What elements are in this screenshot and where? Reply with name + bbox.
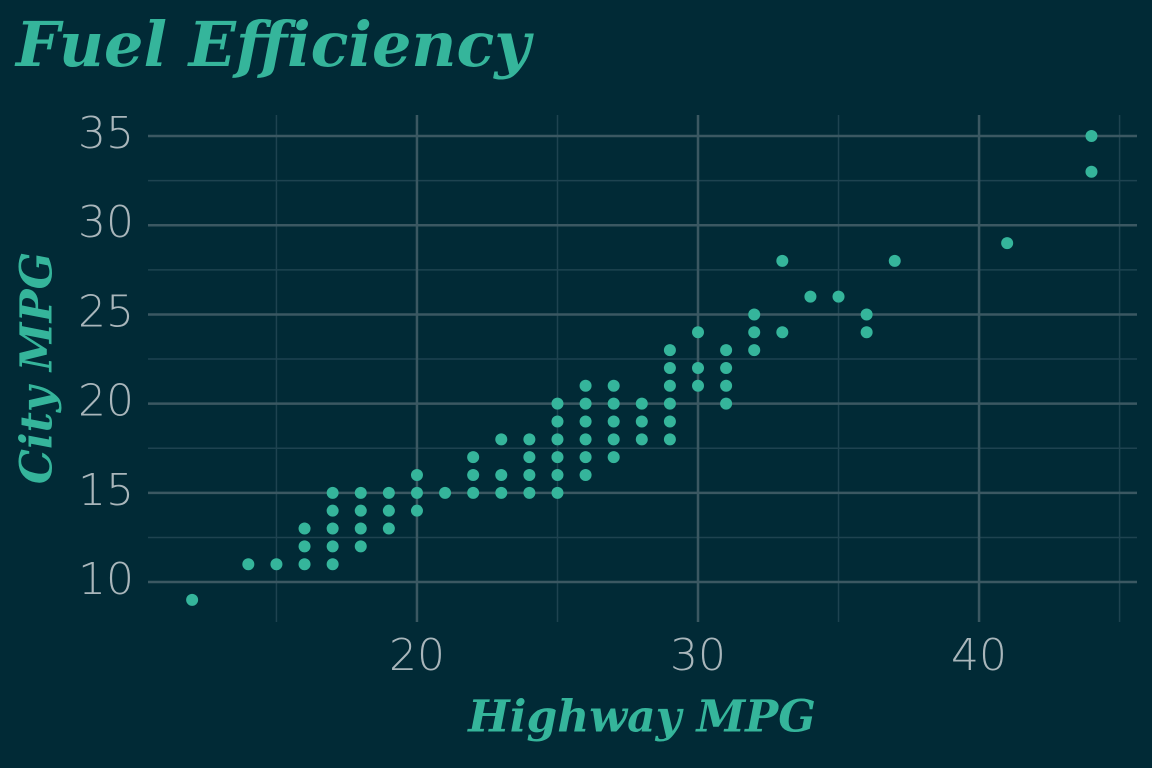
point	[1085, 165, 1098, 178]
point	[776, 326, 789, 339]
point	[720, 361, 733, 374]
point	[495, 433, 508, 446]
point	[551, 469, 564, 482]
point	[382, 522, 395, 535]
point	[579, 415, 592, 428]
point	[439, 486, 452, 499]
point	[326, 504, 339, 517]
point	[720, 397, 733, 410]
point	[523, 451, 536, 464]
point	[607, 379, 620, 392]
point	[410, 486, 423, 499]
point	[663, 361, 676, 374]
point	[748, 326, 761, 339]
y-tick-label: 30	[78, 197, 134, 248]
point	[523, 433, 536, 446]
point	[635, 433, 648, 446]
point	[410, 504, 423, 517]
point	[298, 522, 311, 535]
point	[888, 254, 901, 267]
chart-title: Fuel Efficiency	[14, 8, 534, 81]
point	[607, 415, 620, 428]
point	[579, 433, 592, 446]
point	[354, 504, 367, 517]
point	[720, 344, 733, 357]
point	[326, 540, 339, 553]
point	[579, 379, 592, 392]
point	[663, 433, 676, 446]
point	[776, 254, 789, 267]
point	[551, 397, 564, 410]
x-axis-label: Highway MPG	[466, 692, 816, 743]
point	[635, 415, 648, 428]
point	[860, 308, 873, 321]
point	[326, 558, 339, 571]
point	[551, 415, 564, 428]
point	[495, 486, 508, 499]
point	[720, 379, 733, 392]
point	[382, 486, 395, 499]
point	[242, 558, 255, 571]
point	[354, 522, 367, 535]
point	[663, 415, 676, 428]
y-tick-label: 20	[78, 376, 134, 427]
x-tick-label: 20	[389, 630, 445, 681]
point	[635, 397, 648, 410]
point	[579, 451, 592, 464]
point	[748, 344, 761, 357]
y-tick-label: 35	[78, 108, 134, 159]
point	[298, 558, 311, 571]
point	[1001, 237, 1014, 250]
point	[326, 522, 339, 535]
point	[692, 379, 705, 392]
point	[298, 540, 311, 553]
point	[748, 308, 761, 321]
point	[551, 451, 564, 464]
point	[607, 397, 620, 410]
y-tick-label: 15	[78, 465, 134, 516]
point	[579, 469, 592, 482]
point	[495, 469, 508, 482]
y-axis-label: City MPG	[12, 252, 63, 484]
point	[354, 486, 367, 499]
point	[523, 469, 536, 482]
point	[607, 451, 620, 464]
point	[382, 504, 395, 517]
point	[354, 540, 367, 553]
point	[551, 433, 564, 446]
point	[467, 451, 480, 464]
point	[579, 397, 592, 410]
point	[270, 558, 283, 571]
point	[551, 486, 564, 499]
point	[860, 326, 873, 339]
point	[467, 486, 480, 499]
point	[467, 469, 480, 482]
y-tick-label: 10	[78, 554, 134, 605]
point	[832, 290, 845, 303]
y-tick-label: 25	[78, 286, 134, 337]
point	[663, 397, 676, 410]
point	[663, 379, 676, 392]
point	[186, 593, 199, 606]
x-tick-label: 30	[670, 630, 726, 681]
point	[663, 344, 676, 357]
point	[523, 486, 536, 499]
point	[607, 433, 620, 446]
point	[804, 290, 817, 303]
point	[692, 326, 705, 339]
point	[1085, 130, 1098, 143]
x-tick-label: 40	[951, 630, 1007, 681]
point	[692, 361, 705, 374]
point	[326, 486, 339, 499]
point	[410, 469, 423, 482]
